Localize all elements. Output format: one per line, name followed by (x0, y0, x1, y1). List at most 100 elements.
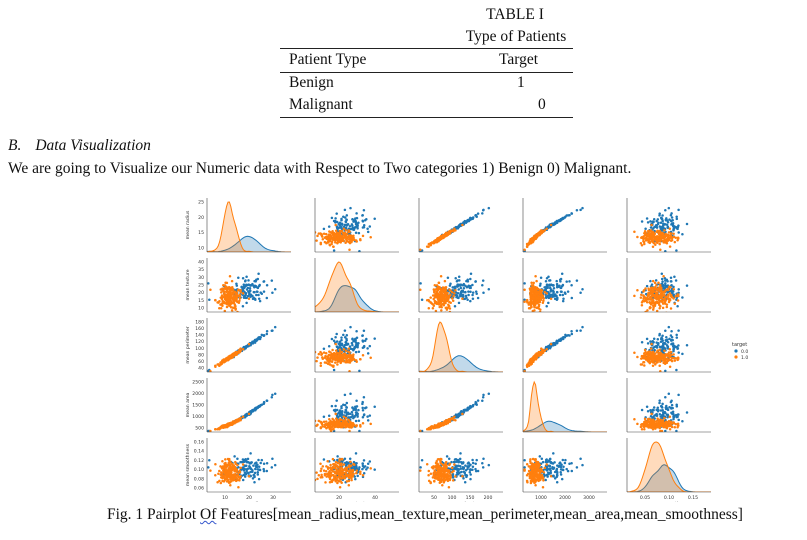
scatter-point (668, 415, 672, 419)
scatter-point (552, 284, 555, 287)
scatter-point (547, 301, 550, 305)
scatter-point (227, 357, 231, 360)
scatter-point (475, 292, 478, 296)
scatter-point (338, 352, 341, 355)
scatter-point (663, 276, 667, 280)
scatter-point (581, 325, 584, 329)
scatter-point (664, 396, 667, 399)
section-title: Data Visualization (35, 137, 151, 154)
scatter-point (555, 339, 559, 343)
scatter-point (438, 236, 442, 240)
pairplot-cell-3-4 (626, 378, 711, 433)
scatter-point (523, 248, 526, 252)
scatter-point (224, 281, 227, 285)
scatter-point (646, 238, 650, 242)
scatter-point (361, 346, 365, 349)
scatter-point (241, 276, 245, 280)
scatter-point (476, 296, 480, 300)
scatter-point (232, 296, 235, 299)
scatter-point (309, 356, 312, 359)
scatter-point (245, 275, 248, 279)
scatter-point (543, 290, 547, 294)
scatter-point (667, 294, 670, 297)
scatter-point (207, 282, 210, 285)
scatter-point (649, 409, 652, 412)
scatter-point (664, 282, 667, 285)
scatter-point (262, 401, 266, 405)
scatter-point (659, 360, 662, 364)
pairplot-cell-3-0 (206, 378, 291, 433)
scatter-point (241, 415, 245, 419)
scatter-point (335, 340, 339, 343)
scatter-point (643, 364, 646, 367)
pairplot-cell-2-4 (626, 318, 711, 373)
scatter-point (350, 223, 354, 226)
scatter-point (660, 235, 663, 238)
scatter-point (270, 279, 274, 282)
scatter-point (676, 294, 680, 298)
scatter-point (537, 350, 541, 354)
scatter-point (530, 281, 533, 285)
scatter-point (566, 214, 570, 217)
scatter-point (559, 290, 563, 293)
scatter-point (224, 294, 228, 297)
table-title: Type of Patients (465, 28, 567, 45)
scatter-point (559, 277, 563, 281)
scatter-point (441, 294, 445, 297)
scatter-point (459, 283, 463, 286)
scatter-point (667, 206, 671, 210)
scatter-point (430, 302, 434, 305)
scatter-point (437, 296, 440, 300)
scatter-point (636, 355, 639, 359)
scatter-point (665, 336, 668, 339)
scatter-point (457, 296, 460, 300)
scatter-point (319, 232, 322, 235)
scatter-point (481, 399, 484, 402)
scatter-point (347, 238, 351, 241)
scatter-point (535, 354, 538, 357)
scatter-point (525, 364, 529, 367)
y-tick-label: 10 (198, 306, 204, 312)
scatter-point (354, 217, 357, 220)
scatter-point (450, 297, 454, 300)
scatter-point (427, 426, 431, 430)
scatter-point (335, 345, 339, 348)
scatter-point (547, 296, 551, 300)
scatter-point (329, 359, 332, 363)
scatter-point (324, 232, 328, 236)
y-tick-label: 120 (195, 339, 204, 345)
scatter-point (665, 305, 669, 309)
scatter-point (452, 294, 455, 298)
scatter-point (220, 291, 223, 294)
scatter-point (345, 236, 349, 239)
scatter-point (548, 279, 552, 282)
scatter-point (312, 418, 315, 421)
kde-curve-1.0 (419, 321, 503, 372)
scatter-point (338, 229, 342, 233)
scatter-point (319, 242, 323, 246)
scatter-point (666, 340, 670, 344)
scatter-point (240, 285, 243, 289)
scatter-point (236, 310, 239, 312)
scatter-point (342, 422, 345, 425)
y-tick-label: 15 (198, 298, 204, 304)
scatter-point (451, 417, 455, 421)
scatter-point (427, 307, 431, 310)
scatter-point (352, 415, 356, 418)
scatter-point (358, 429, 361, 432)
y-tick-label: 15 (198, 230, 204, 236)
scatter-point (448, 232, 452, 235)
scatter-point (481, 283, 484, 287)
scatter-point (369, 422, 372, 426)
scatter-point (366, 347, 369, 350)
scatter-point (534, 292, 538, 295)
scatter-point (482, 393, 485, 397)
scatter-point (348, 429, 351, 432)
scatter-point (245, 301, 248, 305)
scatter-point (642, 356, 645, 360)
scatter-point (339, 361, 342, 365)
scatter-point (664, 360, 667, 363)
scatter-point (265, 283, 269, 287)
scatter-point (443, 300, 446, 303)
scatter-point (230, 354, 233, 357)
